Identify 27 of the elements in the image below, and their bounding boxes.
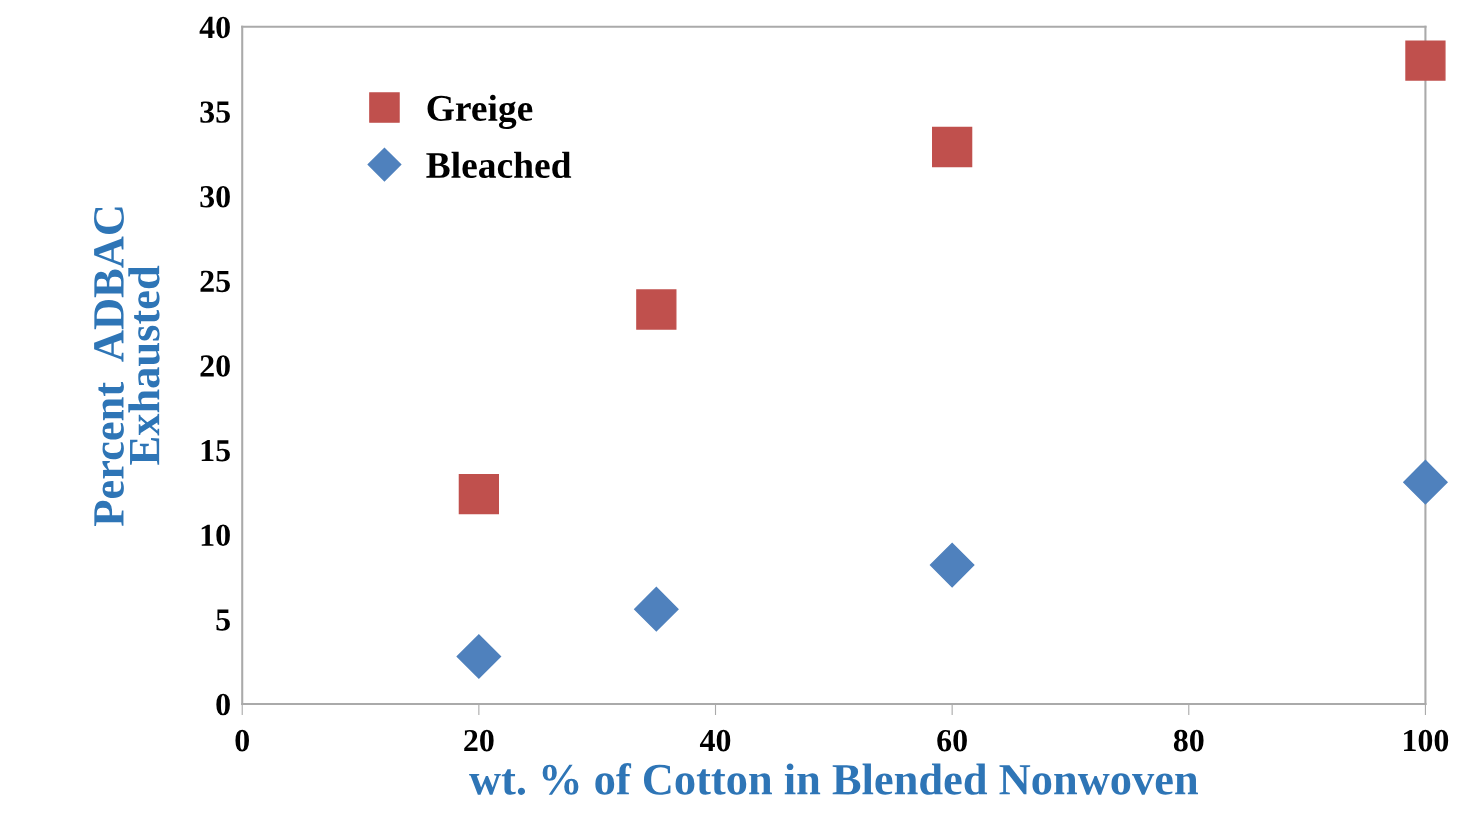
x-axis-title: wt. % of Cotton in Blended Nonwoven <box>469 762 1199 795</box>
point <box>1405 40 1446 81</box>
y-tick-label: 40 <box>199 16 230 39</box>
point <box>932 126 973 168</box>
point <box>458 473 500 515</box>
point <box>1403 459 1448 505</box>
y-tick-label: 5 <box>216 609 230 631</box>
y-tick-label: 15 <box>201 440 230 462</box>
x-tick-label: 40 <box>699 729 731 752</box>
point <box>636 289 677 330</box>
x-tick-label: 100 <box>1404 729 1449 752</box>
x-tick-label: 0 <box>235 729 249 752</box>
point <box>456 634 502 679</box>
x-tick-label: 20 <box>464 729 494 752</box>
point <box>929 542 975 588</box>
point <box>634 586 679 632</box>
y-tick-label: 35 <box>200 101 230 123</box>
legend-label: Greige <box>427 94 533 129</box>
y-tick-label: 0 <box>216 693 230 716</box>
y-axis-title: Percent ADBAC Exhausted <box>94 207 160 526</box>
legend-label: Bleached <box>426 151 572 179</box>
y-tick-label: 30 <box>200 185 230 208</box>
y-tick-label: 25 <box>200 270 230 293</box>
x-tick-label: 60 <box>937 729 967 752</box>
x-tick-label: 80 <box>1173 729 1204 752</box>
y-tick-label: 20 <box>200 355 230 377</box>
y-tick-label: 10 <box>201 524 230 547</box>
